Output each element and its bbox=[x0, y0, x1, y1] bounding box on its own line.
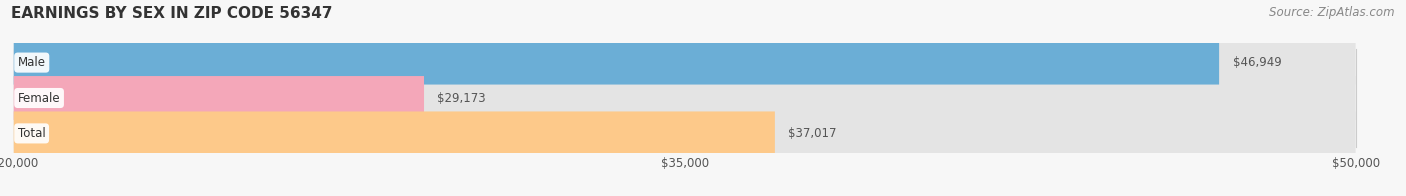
FancyBboxPatch shape bbox=[14, 41, 1355, 84]
FancyBboxPatch shape bbox=[14, 112, 1355, 155]
Text: Male: Male bbox=[18, 56, 46, 69]
Text: $46,949: $46,949 bbox=[1233, 56, 1281, 69]
Text: $37,017: $37,017 bbox=[789, 127, 837, 140]
FancyBboxPatch shape bbox=[14, 112, 775, 155]
FancyBboxPatch shape bbox=[14, 76, 1355, 120]
FancyBboxPatch shape bbox=[14, 41, 1219, 84]
Text: EARNINGS BY SEX IN ZIP CODE 56347: EARNINGS BY SEX IN ZIP CODE 56347 bbox=[11, 6, 333, 21]
FancyBboxPatch shape bbox=[14, 76, 425, 120]
Text: $29,173: $29,173 bbox=[437, 92, 486, 104]
Text: Female: Female bbox=[18, 92, 60, 104]
Text: Total: Total bbox=[18, 127, 45, 140]
Text: Source: ZipAtlas.com: Source: ZipAtlas.com bbox=[1270, 6, 1395, 19]
